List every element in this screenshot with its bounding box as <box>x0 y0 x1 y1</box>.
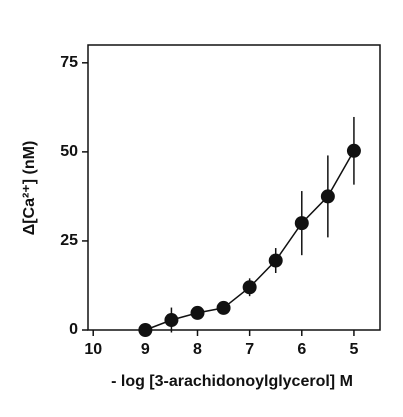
x-tick-label: 9 <box>141 341 150 358</box>
y-axis-title: Δ[Ca²⁺] (nM) <box>21 141 38 236</box>
y-tick-label: 25 <box>60 232 78 249</box>
x-tick-label: 7 <box>245 341 254 358</box>
fit-line <box>145 150 355 331</box>
data-point <box>216 300 231 315</box>
data-point <box>320 189 335 204</box>
data-point <box>190 305 205 320</box>
x-tick-label: 6 <box>297 341 306 358</box>
x-tick-label: 10 <box>84 341 102 358</box>
data-point <box>138 323 153 337</box>
data-point <box>164 313 179 328</box>
data-point <box>242 280 257 295</box>
x-axis-title: - log [3-arachidonoylglycerol] M <box>111 373 353 390</box>
x-tick-label: 8 <box>193 341 202 358</box>
y-tick-label: 75 <box>60 54 78 71</box>
y-tick-label: 0 <box>69 321 78 338</box>
data-point <box>294 216 309 231</box>
x-tick-label: 5 <box>349 341 358 358</box>
data-point <box>346 143 361 158</box>
y-tick-label: 50 <box>60 143 78 160</box>
plot-frame <box>87 44 381 331</box>
data-point <box>268 253 283 268</box>
